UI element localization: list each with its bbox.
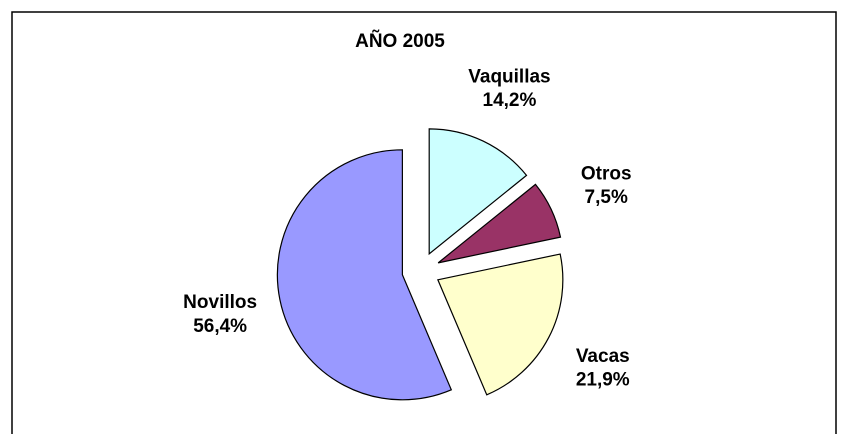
slice-name: Vacas bbox=[576, 346, 630, 367]
slice-value-label: 21,9% bbox=[576, 370, 630, 391]
slice-name: Vaquillas bbox=[468, 66, 550, 87]
slice-label: Novillos 56,4% bbox=[183, 292, 257, 337]
slice-label: Vacas 21,9% bbox=[576, 346, 630, 391]
slice-name: Novillos bbox=[183, 292, 257, 313]
slice-value-label: 7,5% bbox=[585, 187, 628, 208]
slice-value-label: 56,4% bbox=[193, 316, 247, 337]
pie-slice bbox=[437, 183, 562, 264]
slice-value-label: 14,2% bbox=[483, 90, 537, 111]
pie-slice bbox=[437, 253, 564, 396]
slice-label: Otros 7,5% bbox=[581, 163, 632, 208]
chart-title: AÑO 2005 bbox=[355, 30, 445, 52]
slice-name: Otros bbox=[581, 163, 632, 184]
pie-slice bbox=[428, 128, 528, 256]
slice-label: Vaquillas 14,2% bbox=[468, 66, 550, 111]
pie-slice bbox=[276, 149, 453, 401]
